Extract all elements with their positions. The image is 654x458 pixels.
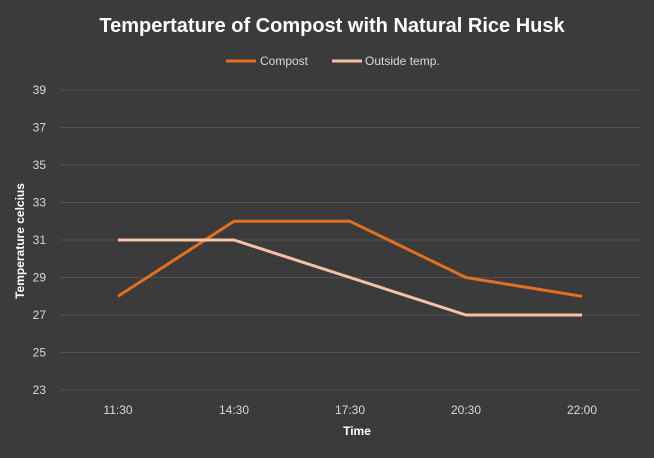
x-tick-label-1730: 17:30 <box>335 403 365 417</box>
y-tick-label-29: 29 <box>33 271 47 285</box>
series-line-outside-temp <box>118 238 582 317</box>
chart-title: Tempertature of Compost with Natural Ric… <box>99 15 565 37</box>
y-tick-label-25: 25 <box>33 346 47 360</box>
y-axis-ticks: 23 25 27 29 31 33 35 37 39 <box>33 83 47 397</box>
x-tick-label-2200: 22:00 <box>567 403 597 417</box>
x-tick-label-1130: 11:30 <box>103 403 132 417</box>
legend: Compost Outside temp. <box>226 54 440 68</box>
legend-label-compost: Compost <box>260 54 309 68</box>
series-lines <box>117 219 583 317</box>
y-tick-label-35: 35 <box>33 158 47 172</box>
y-tick-label-23: 23 <box>33 383 47 397</box>
y-tick-label-33: 33 <box>33 196 47 210</box>
x-tick-label-2030: 20:30 <box>451 403 481 417</box>
y-tick-label-31: 31 <box>33 233 47 247</box>
y-tick-label-27: 27 <box>33 308 47 322</box>
x-axis-label: Time <box>343 424 371 438</box>
x-axis-ticks: 11:30 14:30 17:30 20:30 22:00 <box>103 403 597 417</box>
y-axis-label: Temperature celcius <box>13 183 27 299</box>
y-tick-label-37: 37 <box>33 121 47 135</box>
x-tick-label-1430: 14:30 <box>219 403 249 417</box>
legend-label-outside-temp: Outside temp. <box>365 54 440 68</box>
y-tick-label-39: 39 <box>33 83 47 97</box>
series-line-compost <box>117 219 583 298</box>
